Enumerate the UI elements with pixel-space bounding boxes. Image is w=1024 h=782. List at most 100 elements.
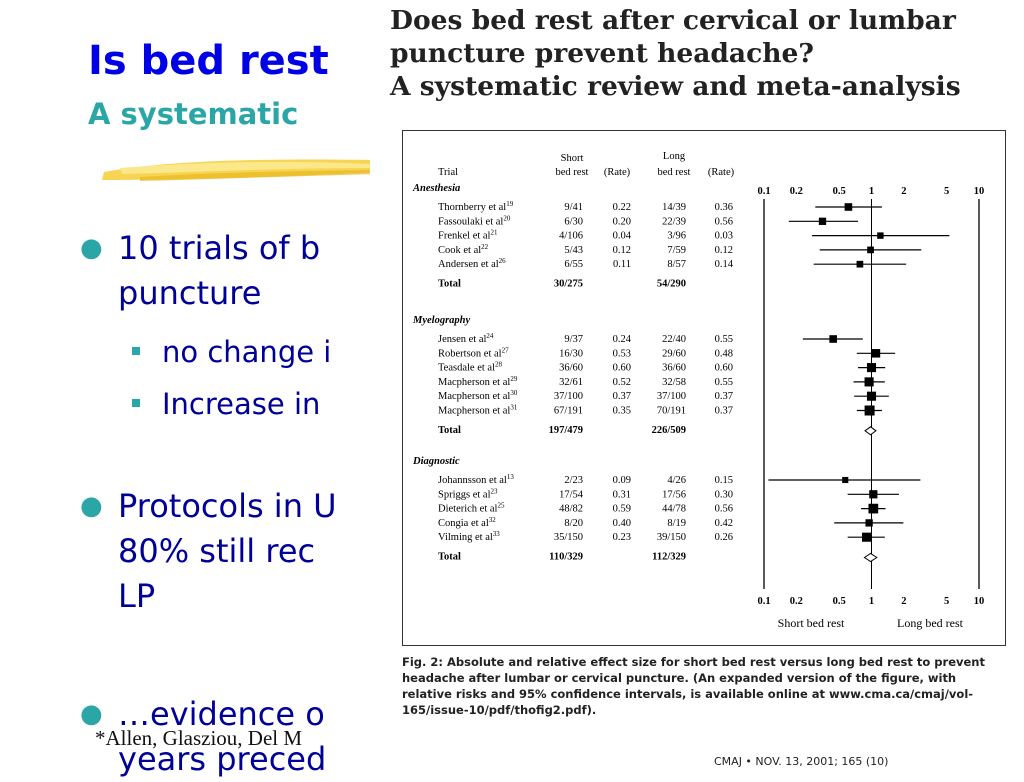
paper-figure-image: Does bed rest after cervical or lumbar p…	[370, 0, 1024, 768]
bullet-text: puncture	[118, 274, 262, 312]
effect-square	[866, 391, 877, 401]
figure-caption: Fig. 2: Absolute and relative effect siz…	[402, 655, 985, 717]
effect-square	[871, 349, 881, 358]
trial-name: Andersen et al26	[438, 257, 506, 270]
long-count: 22/40	[662, 334, 686, 345]
short-count: 16/30	[559, 348, 583, 359]
column-header-trial: Trial	[438, 167, 458, 178]
bullet-item: ● …evidence o years preced	[80, 692, 326, 782]
long-count: 39/150	[657, 532, 686, 543]
axis-tick-label: 10	[974, 186, 985, 197]
axis-tick-label: 0.5	[833, 596, 846, 607]
long-rate: 0.48	[715, 348, 733, 359]
paper-title-line: Does bed rest after cervical or lumbar	[390, 5, 956, 36]
axis-tick-label: 0.1	[757, 596, 770, 607]
short-rate: 0.40	[613, 518, 631, 529]
column-header-rate: (Rate)	[604, 167, 631, 178]
axis-tick-label: 5	[944, 596, 949, 607]
long-rate: 0.55	[715, 334, 733, 345]
journal-footer: CMAJ • NOV. 13, 2001; 165 (10)	[714, 755, 889, 768]
total-short: 197/479	[549, 425, 583, 436]
axis-tick-label: 0.2	[790, 186, 803, 197]
long-count: 70/191	[657, 406, 686, 417]
short-count: 9/37	[564, 334, 583, 345]
long-rate: 0.03	[715, 231, 733, 242]
long-rate: 0.56	[715, 504, 733, 515]
long-rate: 0.26	[715, 532, 733, 543]
short-rate: 0.20	[613, 216, 631, 227]
sub-bullet-square	[132, 347, 140, 355]
axis-tick-label: 0.1	[757, 186, 770, 197]
effect-square	[829, 335, 837, 343]
total-long: 112/329	[652, 552, 686, 563]
column-header-short: Short	[561, 153, 584, 164]
group-label: Diagnostic	[412, 456, 460, 467]
total-long: 54/290	[657, 279, 686, 290]
bullet-dot: ●	[80, 233, 103, 263]
short-rate: 0.35	[613, 406, 631, 417]
effect-square	[862, 532, 872, 542]
bullet-item: ● Protocols in U 80% still rec LP	[80, 484, 337, 619]
axis-tick-label: 2	[901, 596, 906, 607]
group-label: Myelography	[412, 315, 471, 326]
total-short: 110/329	[549, 552, 583, 563]
short-count: 48/82	[559, 504, 583, 515]
short-count: 37/100	[554, 391, 583, 402]
short-rate: 0.59	[613, 504, 631, 515]
trial-name: Jensen et al24	[438, 332, 494, 345]
long-count: 14/39	[662, 202, 686, 213]
long-rate: 0.12	[715, 245, 733, 256]
short-count: 9/41	[564, 202, 583, 213]
bullet-text: 10 trials of b	[118, 229, 321, 267]
paper-title: Does bed rest after cervical or lumbar p…	[390, 4, 961, 103]
long-count: 7/59	[667, 245, 686, 256]
citation: *Allen, Glasziou, Del M	[95, 726, 303, 750]
total-label: Total	[438, 552, 461, 563]
long-rate: 0.37	[715, 391, 733, 402]
effect-square	[818, 217, 827, 225]
bullet-text: Protocols in U	[118, 487, 337, 525]
axis-tick-label: 5	[944, 186, 949, 197]
short-rate: 0.09	[613, 475, 631, 486]
trial-name: Dieterich et al25	[438, 502, 505, 515]
short-rate: 0.60	[613, 363, 631, 374]
short-count: 6/30	[564, 216, 583, 227]
effect-square	[864, 377, 874, 387]
sub-bullet-item: no change i	[132, 332, 331, 372]
short-rate: 0.11	[613, 259, 631, 270]
effect-square	[856, 260, 864, 268]
long-count: 32/58	[662, 377, 686, 388]
long-count: 8/19	[667, 518, 686, 529]
long-rate: 0.37	[715, 406, 733, 417]
bullet-item: ● 10 trials of b puncture	[80, 226, 320, 316]
short-rate: 0.37	[613, 391, 631, 402]
trial-name: Macpherson et al31	[438, 404, 518, 417]
sub-bullet-text: no change i	[162, 335, 332, 369]
long-rate: 0.55	[715, 377, 733, 388]
short-count: 67/191	[554, 406, 583, 417]
short-count: 5/43	[564, 245, 583, 256]
paper-title-line: puncture prevent headache?	[390, 38, 814, 69]
long-count: 17/56	[662, 489, 686, 500]
sub-bullet-item: Increase in	[132, 384, 320, 424]
short-count: 6/55	[564, 259, 583, 270]
trial-name: Vilming et al33	[438, 530, 500, 543]
long-rate: 0.60	[715, 363, 733, 374]
axis-tick-label: 2	[901, 186, 906, 197]
axis-label-left: Short bed rest	[778, 616, 845, 630]
effect-square	[842, 476, 849, 484]
trial-name: Johannsson et al13	[438, 473, 514, 486]
short-rate: 0.53	[613, 348, 631, 359]
effect-square	[844, 203, 853, 211]
short-count: 35/150	[554, 532, 583, 543]
axis-tick-label: 0.2	[790, 596, 803, 607]
effect-square	[867, 246, 874, 254]
total-label: Total	[438, 279, 461, 290]
short-count: 32/61	[559, 377, 583, 388]
long-rate: 0.15	[715, 475, 733, 486]
short-count: 4/106	[559, 231, 583, 242]
trial-name: Frenkel et al21	[438, 229, 498, 242]
trial-name: Spriggs et al23	[438, 487, 498, 500]
axis-tick-label: 1	[869, 186, 874, 197]
column-header-long: Long	[663, 151, 686, 162]
